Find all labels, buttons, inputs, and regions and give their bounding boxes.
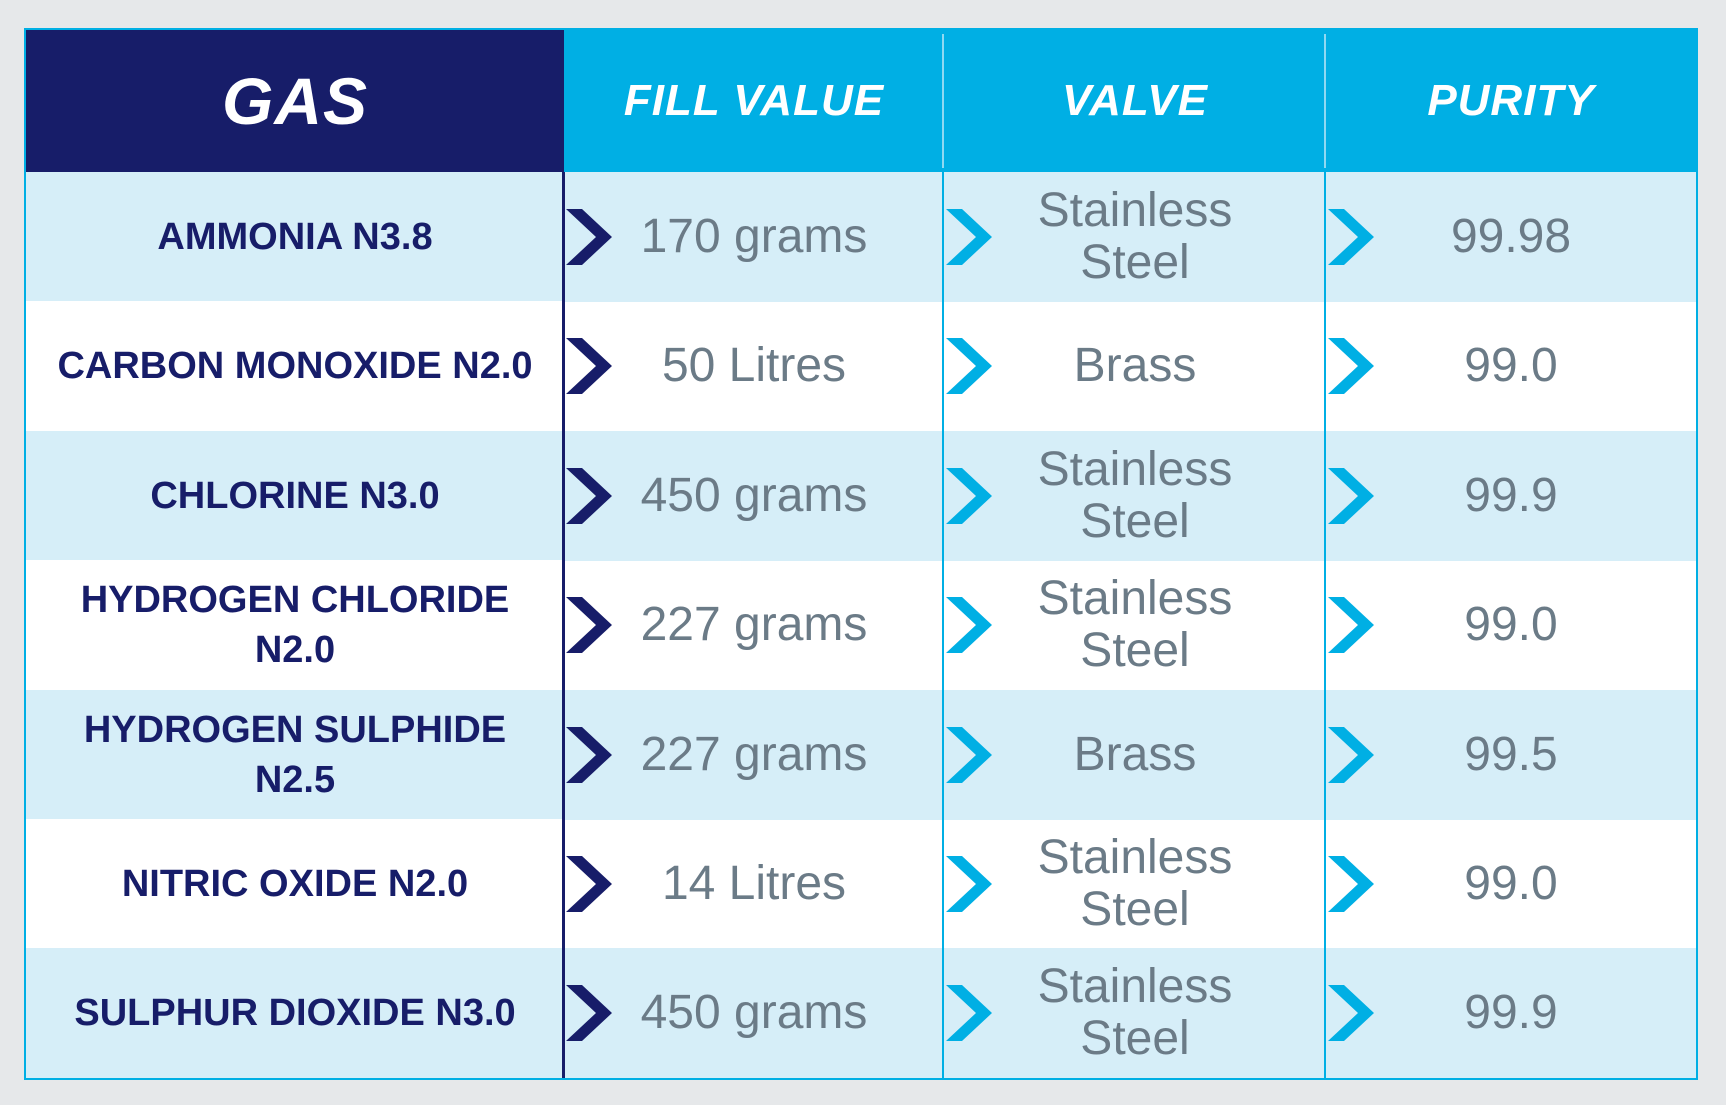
chevron-right-icon <box>1328 597 1374 654</box>
valve-cell: Stainless Steel <box>1037 572 1233 678</box>
header-gas: GAS <box>26 30 564 172</box>
header-purity: PURITY <box>1326 30 1696 172</box>
gas-name-cell: NITRIC OXIDE N2.0 <box>26 819 564 949</box>
chevron-right-icon <box>1328 338 1374 395</box>
table-row: AMMONIA N3.8 170 grams Stainless Steel 99.9… <box>26 172 1696 302</box>
fill-value-cell: 170 grams <box>640 210 868 263</box>
chevron-right-icon <box>566 338 612 395</box>
purity-cell: 99.0 <box>1464 857 1558 910</box>
valve-cell: Stainless Steel <box>1037 960 1233 1066</box>
header-divider <box>942 34 944 168</box>
table-row: NITRIC OXIDE N2.0 14 Litres Stainless Stee… <box>26 819 1696 949</box>
chevron-right-icon <box>566 726 612 783</box>
gas-name-cell: AMMONIA N3.8 <box>26 172 564 302</box>
chevron-right-icon <box>566 985 612 1042</box>
chevron-right-icon <box>946 597 992 654</box>
fill-value-cell: 14 Litres <box>661 857 847 910</box>
header-valve: VALVE <box>944 30 1326 172</box>
column-divider-gas <box>562 172 565 1078</box>
chevron-right-icon <box>566 597 612 654</box>
purity-cell: 99.98 <box>1450 210 1572 263</box>
table-row: SULPHUR DIOXIDE N3.0 450 grams Stainless S… <box>26 948 1696 1079</box>
chevron-right-icon <box>946 985 992 1042</box>
fill-value-cell: 227 grams <box>640 727 868 781</box>
purity-cell: 99.0 <box>1464 598 1558 652</box>
chevron-right-icon <box>946 856 992 912</box>
fill-value-cell: 50 Litres <box>661 339 847 393</box>
chevron-right-icon <box>1328 856 1374 912</box>
gas-name-cell: CARBON MONOXIDE N2.0 <box>26 301 564 432</box>
fill-value-cell: 450 grams <box>640 986 868 1040</box>
valve-cell: Stainless Steel <box>1037 442 1233 548</box>
chevron-right-icon <box>946 726 992 783</box>
fill-value-cell: 450 grams <box>640 468 868 522</box>
valve-cell: Brass <box>1073 339 1197 393</box>
valve-cell: Stainless Steel <box>1037 184 1233 289</box>
chevron-right-icon <box>946 209 992 265</box>
gas-name-cell: CHLORINE N3.0 <box>26 430 564 561</box>
chevron-right-icon <box>1328 467 1374 524</box>
gas-name-cell: SULPHUR DIOXIDE N3.0 <box>26 948 564 1079</box>
purity-cell: 99.0 <box>1464 339 1558 393</box>
chevron-right-icon <box>1328 726 1374 783</box>
chevron-right-icon <box>1328 209 1374 265</box>
column-divider-purity <box>1324 172 1326 1078</box>
purity-cell: 99.9 <box>1464 986 1558 1040</box>
chevron-right-icon <box>566 209 612 265</box>
chevron-right-icon <box>566 467 612 524</box>
gas-name-cell: HYDROGEN CHLORIDE N2.0 <box>26 560 564 691</box>
chevron-right-icon <box>946 467 992 524</box>
column-divider-valve <box>942 172 944 1078</box>
chevron-right-icon <box>946 338 992 395</box>
table-row: CHLORINE N3.0 450 grams Stainless Steel 99.… <box>26 430 1696 561</box>
header-divider <box>1324 34 1326 168</box>
table-row: HYDROGEN CHLORIDE N2.0 227 grams Stainless… <box>26 560 1696 691</box>
header-fill-value: FILL VALUE <box>564 30 944 172</box>
chevron-right-icon <box>1328 985 1374 1042</box>
gas-name-cell: HYDROGEN SULPHIDE N2.5 <box>26 689 564 820</box>
purity-cell: 99.9 <box>1464 468 1558 522</box>
valve-cell: Brass <box>1073 727 1197 781</box>
chevron-right-icon <box>566 856 612 912</box>
table-row: HYDROGEN SULPHIDE N2.5 227 grams Brass 99.5 <box>26 689 1696 820</box>
gas-specification-table: GAS FILL VALUE VALVE PURITY AMMONIA N3.8… <box>24 28 1698 1080</box>
table-row: CARBON MONOXIDE N2.0 50 Litres Brass 99.0 <box>26 301 1696 432</box>
fill-value-cell: 227 grams <box>640 598 868 652</box>
purity-cell: 99.5 <box>1464 727 1558 781</box>
valve-cell: Stainless Steel <box>1037 831 1233 936</box>
